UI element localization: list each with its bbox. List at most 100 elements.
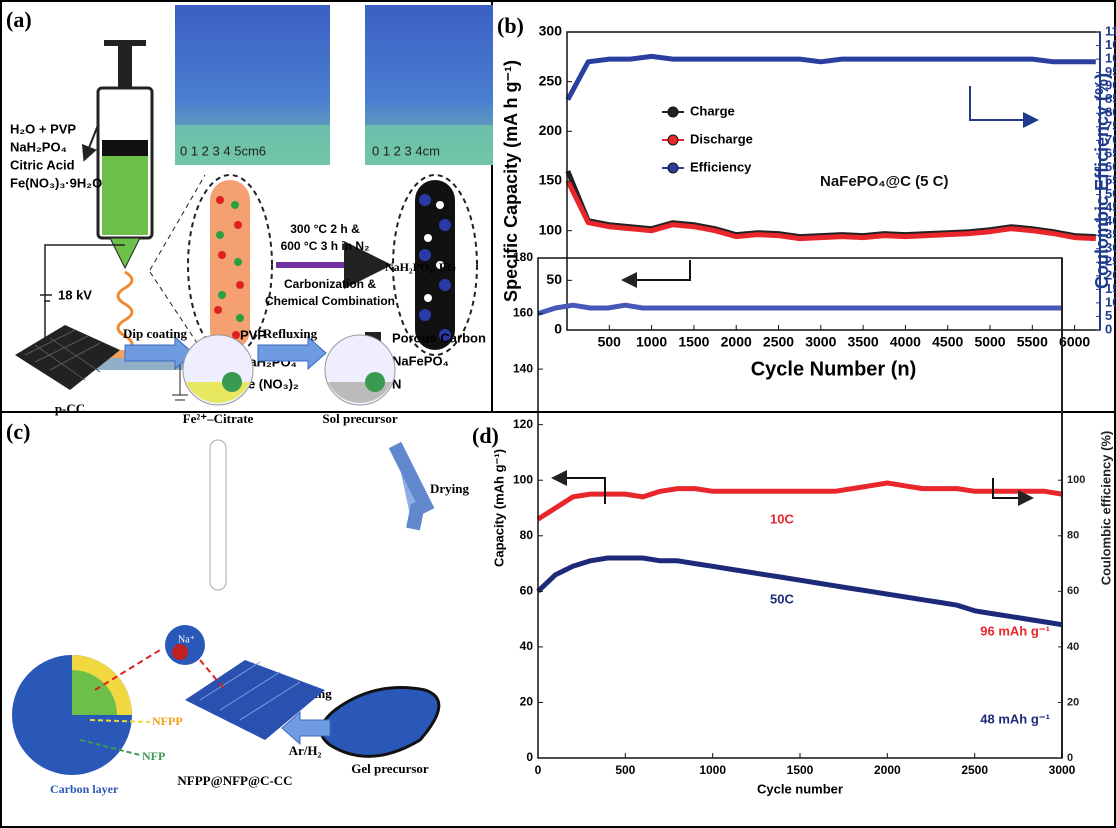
x-axis-label: Cycle number (757, 781, 843, 796)
arrow (551, 470, 606, 504)
step: Dip coating (123, 326, 187, 341)
y-tick-label: 60 (520, 584, 534, 598)
y2-tick-label: 30 (1105, 240, 1116, 255)
y2-tick-label: 110 (1105, 23, 1116, 38)
y-tick-label: 50 (546, 271, 562, 287)
annotation: 10C (770, 511, 794, 526)
y-tick-label: 160 (513, 306, 533, 320)
arrow (992, 478, 1034, 506)
x-tick-label: 4500 (932, 334, 963, 350)
x-tick-label: 3500 (848, 334, 879, 350)
y-axis-label: Capacity (mAh g⁻¹) (491, 449, 506, 567)
x-tick-label: 1500 (678, 334, 709, 350)
y2-tick-label: 105 (1105, 37, 1116, 52)
ion: Na⁺ (178, 634, 195, 645)
material: Sol precursor (322, 411, 397, 426)
annotation: 50C (770, 591, 794, 606)
y2-tick-label: 25 (1105, 254, 1116, 269)
series-line (565, 53, 1096, 101)
voltage: 18 kV (58, 287, 92, 302)
y-tick-label: 300 (539, 23, 563, 39)
annotation: 48 mAh g⁻¹ (980, 711, 1050, 726)
panel-c: p-CC Dip coating Fe²⁺–Citrate Refluxing … (12, 260, 470, 796)
y2-tick-label: 40 (1105, 213, 1116, 228)
gas: Ar/H₂ (289, 743, 322, 758)
process-text: Carbonization & (284, 277, 376, 291)
legend-text: Fe (NO₃)₂ (240, 376, 299, 391)
x-tick-label: 500 (598, 334, 622, 350)
y2-tick-label: 5 (1105, 308, 1112, 323)
y2-tick-label: 20 (1067, 696, 1079, 708)
process-text: Chemical Combination (265, 294, 395, 308)
legend-marker (667, 106, 679, 118)
y2-axis-label: Coulombic efficiency (%) (1098, 431, 1113, 586)
y-tick-label: 80 (520, 528, 534, 542)
series-line (536, 480, 1063, 522)
series-line (565, 179, 1096, 242)
legend-label: Efficiency (690, 159, 752, 174)
y2-tick-label: 50 (1105, 186, 1116, 201)
process-text: 600 °C 3 h in N₂ (281, 239, 370, 253)
y-tick-label: 20 (520, 695, 534, 709)
legend-text: PVP (240, 327, 266, 342)
y2-tick-label: 90 (1105, 78, 1116, 93)
panel-label: (c) (6, 419, 30, 444)
solution-text: H₂O + PVP (10, 121, 76, 136)
x-tick-label: 5500 (1017, 334, 1048, 350)
series-line (537, 302, 1062, 316)
legend-label: Charge (690, 103, 735, 118)
y2-tick-label: 100 (1105, 51, 1116, 66)
x-tick-label: 3000 (805, 334, 836, 350)
y2-tick-label: 80 (1067, 530, 1079, 542)
x-tick-label: 4000 (890, 334, 921, 350)
y2-tick-label: 35 (1105, 227, 1116, 242)
y-tick-label: 100 (539, 221, 563, 237)
y2-tick-label: 0 (1105, 321, 1112, 336)
x-tick-label: 2500 (961, 763, 988, 777)
legend-text: NaFePO₄ (392, 353, 449, 368)
x-tick-label: 6000 (1059, 334, 1090, 350)
annotation: 96 mAh g⁻¹ (980, 623, 1050, 638)
y-tick-label: 140 (513, 361, 533, 375)
legend-text: Porous Carbon (392, 330, 486, 345)
solution-text: Fe(NO₃)₃·9H₂O (10, 175, 102, 190)
y2-tick-label: 100 (1067, 474, 1085, 486)
reagent: NaH₂PO₄, EG (385, 260, 456, 274)
step: Drying (430, 481, 470, 496)
y2-tick-label: 40 (1067, 641, 1079, 653)
x-tick-label: 5000 (974, 334, 1005, 350)
y-tick-label: 180 (513, 250, 533, 264)
y2-tick-label: 45 (1105, 200, 1116, 215)
y2-tick-label: 60 (1105, 159, 1116, 174)
x-tick-label: 1000 (636, 334, 667, 350)
y-tick-label: 100 (513, 472, 533, 486)
legend-marker (667, 162, 679, 174)
x-tick-label: 500 (615, 763, 635, 777)
arrow (969, 86, 1039, 128)
material: p-CC (55, 401, 85, 416)
y2-tick-label: 95 (1105, 64, 1116, 79)
x-tick-label: 1000 (699, 763, 726, 777)
x-tick-label: 2500 (763, 334, 794, 350)
layer: NFPP (152, 714, 183, 728)
y2-axis-label: Coulombic Efficiency (%) (1092, 73, 1112, 289)
y-tick-label: 150 (539, 172, 563, 188)
panel-label: (d) (472, 423, 499, 448)
y-tick-label: 200 (539, 122, 563, 138)
x-tick-label: 2000 (721, 334, 752, 350)
y-axis-label: Specific Capacity (mA h g⁻¹) (501, 60, 521, 302)
y-tick-label: 0 (526, 750, 533, 764)
y2-tick-label: 0 (1067, 752, 1073, 764)
ruler-label: 0 1 2 3 4cm (372, 143, 440, 158)
solution-text: Citric Acid (10, 157, 75, 172)
series-line (536, 555, 1063, 628)
material: NFPP@NFP@C-CC (177, 773, 292, 788)
x-axis-label: Cycle Number (n) (751, 358, 917, 380)
arrow (621, 260, 691, 288)
x-tick-label: 2000 (874, 763, 901, 777)
y-tick-label: 0 (554, 321, 562, 337)
ruler-label: 0 1 2 3 4 5cm6 (180, 143, 266, 158)
y2-tick-label: 20 (1105, 267, 1116, 282)
